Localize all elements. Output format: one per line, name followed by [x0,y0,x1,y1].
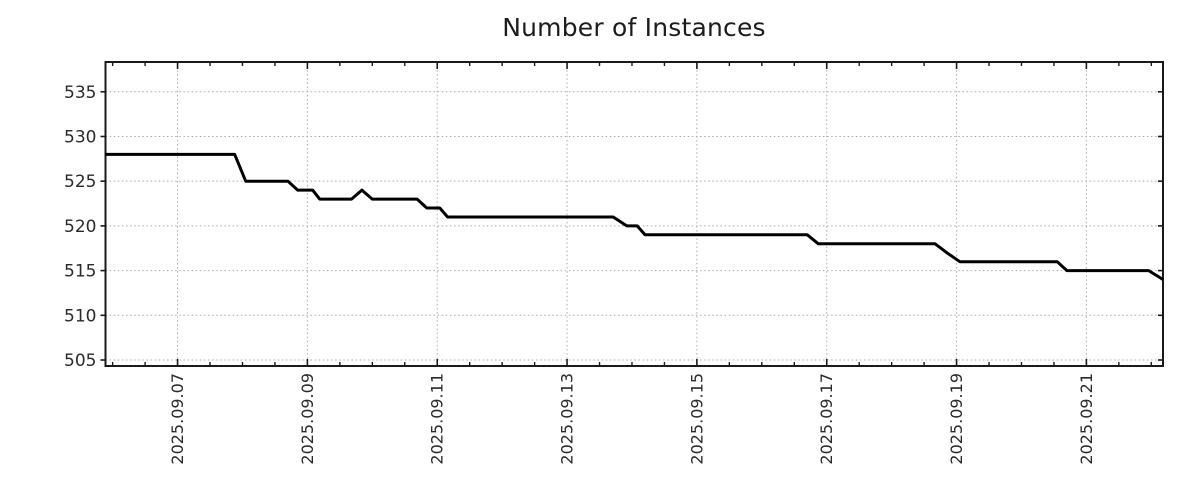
y-tick-label: 515 [64,262,96,282]
y-tick-label: 535 [64,83,96,103]
y-tick-label: 525 [64,172,96,192]
x-tick-label: 2025.09.11 [428,373,447,465]
data-line [105,152,1164,281]
x-tick-label: 2025.09.07 [168,373,187,465]
y-tick-label: 530 [64,127,96,147]
y-tick-label: 520 [64,217,96,237]
x-tick-label: 2025.09.21 [1077,373,1096,465]
chart-title: Number of Instances [502,13,766,42]
x-tick-label: 2025.09.17 [817,373,836,465]
y-tick-label: 510 [64,306,96,326]
x-tick-label: 2025.09.13 [558,373,577,465]
y-tick-label: 505 [64,351,96,371]
plot-border [104,61,1164,367]
x-tick-label: 2025.09.15 [687,373,706,465]
x-tick-label: 2025.09.09 [298,373,317,465]
x-tick-label: 2025.09.19 [947,373,966,465]
